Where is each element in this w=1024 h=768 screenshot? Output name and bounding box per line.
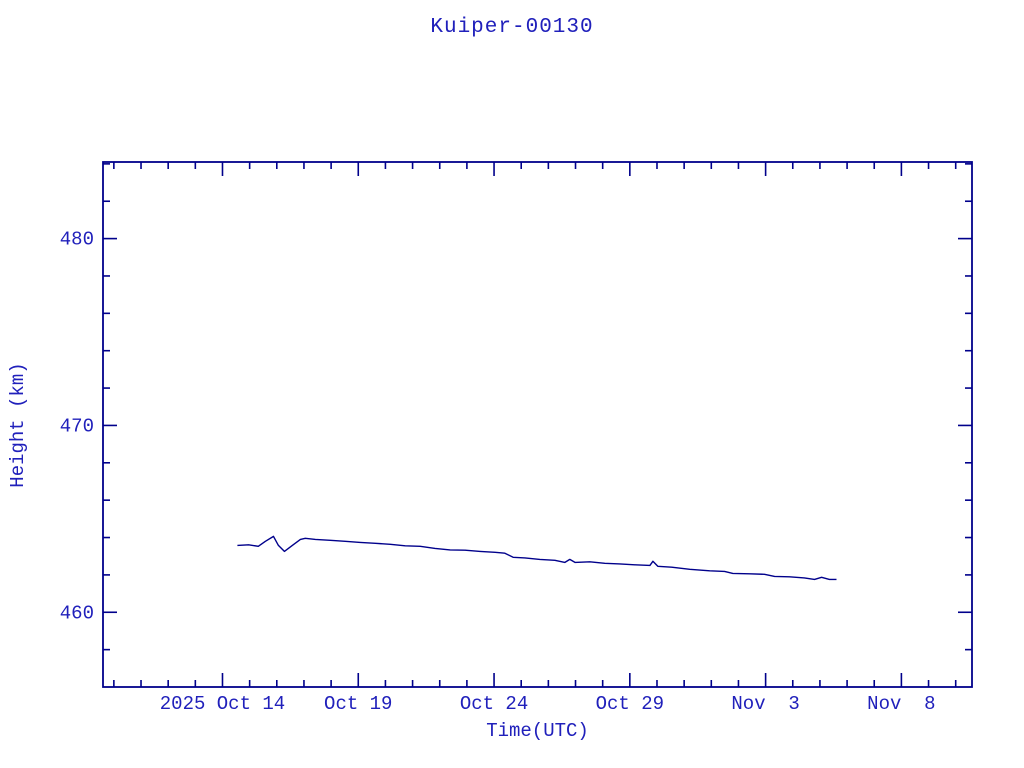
y-tick-label: 460 bbox=[60, 602, 94, 624]
x-tick-label: 2025 Oct 14 bbox=[160, 693, 285, 715]
x-tick-label: Nov 3 bbox=[731, 693, 799, 715]
x-tick-label: Oct 24 bbox=[460, 693, 528, 715]
chart-title: Kuiper-00130 bbox=[430, 16, 594, 39]
y-tick-label: 480 bbox=[60, 229, 94, 251]
x-tick-label: Nov 8 bbox=[867, 693, 935, 715]
x-axis-label: Time(UTC) bbox=[486, 720, 589, 742]
y-tick-label: 470 bbox=[60, 415, 94, 437]
height-series-line bbox=[237, 535, 837, 581]
axes-frame bbox=[102, 161, 973, 688]
x-tick-label: Oct 19 bbox=[324, 693, 392, 715]
x-tick-label: Oct 29 bbox=[596, 693, 664, 715]
